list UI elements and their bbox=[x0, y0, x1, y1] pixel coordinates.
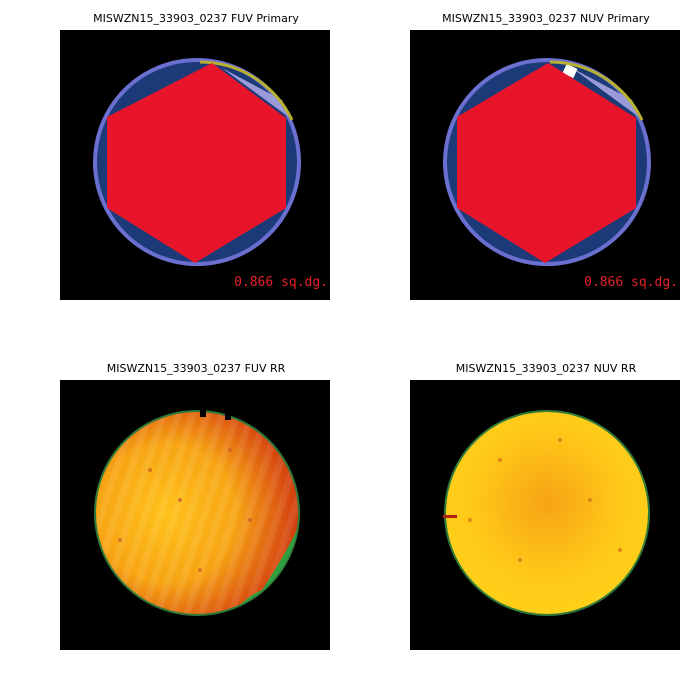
source bbox=[588, 498, 592, 502]
sources bbox=[468, 438, 622, 562]
source bbox=[118, 538, 122, 542]
source bbox=[558, 438, 562, 442]
panel-title: MISWZN15_33903_0237 FUV RR bbox=[107, 362, 286, 375]
masked-region bbox=[225, 411, 231, 420]
fuv-primary-panel: 0.866 sq.dg. bbox=[60, 30, 330, 300]
sources bbox=[118, 448, 252, 572]
area-label: 0.866 sq.dg. bbox=[234, 275, 328, 290]
field-image bbox=[444, 410, 650, 616]
stripe-texture bbox=[96, 412, 298, 614]
source bbox=[198, 568, 202, 572]
source bbox=[148, 468, 152, 472]
nuv-primary-panel: 0.866 sq.dg. bbox=[410, 30, 680, 300]
hexagon bbox=[107, 63, 286, 263]
source bbox=[468, 518, 472, 522]
panel-title: MISWZN15_33903_0237 NUV RR bbox=[456, 362, 637, 375]
source bbox=[228, 448, 232, 452]
source bbox=[518, 558, 522, 562]
panel-title: MISWZN15_33903_0237 NUV Primary bbox=[442, 12, 650, 25]
source bbox=[618, 548, 622, 552]
source bbox=[248, 518, 252, 522]
edge-region bbox=[549, 60, 644, 121]
hexagon bbox=[457, 63, 636, 263]
area-label: 0.866 sq.dg. bbox=[584, 275, 678, 290]
edge-region bbox=[199, 60, 294, 121]
edge-artifact bbox=[443, 515, 457, 518]
panel-title: MISWZN15_33903_0237 FUV Primary bbox=[93, 12, 299, 25]
masked-region bbox=[200, 408, 206, 417]
overlap-region bbox=[572, 68, 640, 118]
fuv-rr-panel bbox=[60, 380, 330, 650]
source bbox=[498, 458, 502, 462]
source bbox=[178, 498, 182, 502]
overlap-region bbox=[222, 68, 290, 118]
nuv-rr-panel bbox=[410, 380, 680, 650]
